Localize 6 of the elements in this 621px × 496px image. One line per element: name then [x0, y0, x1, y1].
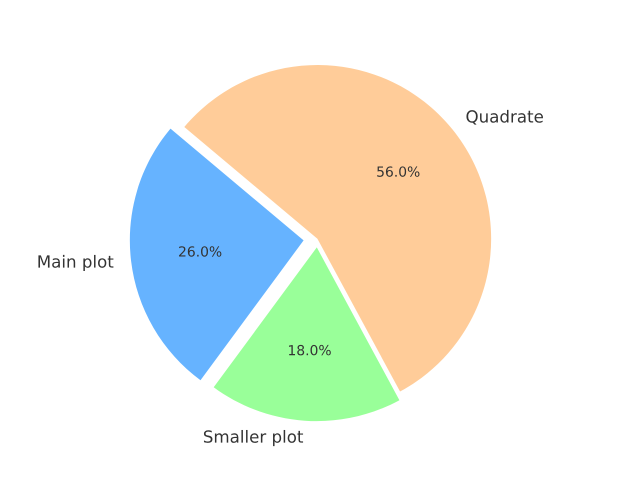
- data-label: 18.0%: [288, 344, 331, 356]
- slice-label: Smaller plot: [204, 430, 304, 446]
- slice-label: Quadrate: [466, 110, 543, 125]
- slice-label: Main plot: [38, 254, 114, 272]
- data-label: 56.0%: [377, 166, 420, 177]
- data-label: 26.0%: [179, 246, 222, 257]
